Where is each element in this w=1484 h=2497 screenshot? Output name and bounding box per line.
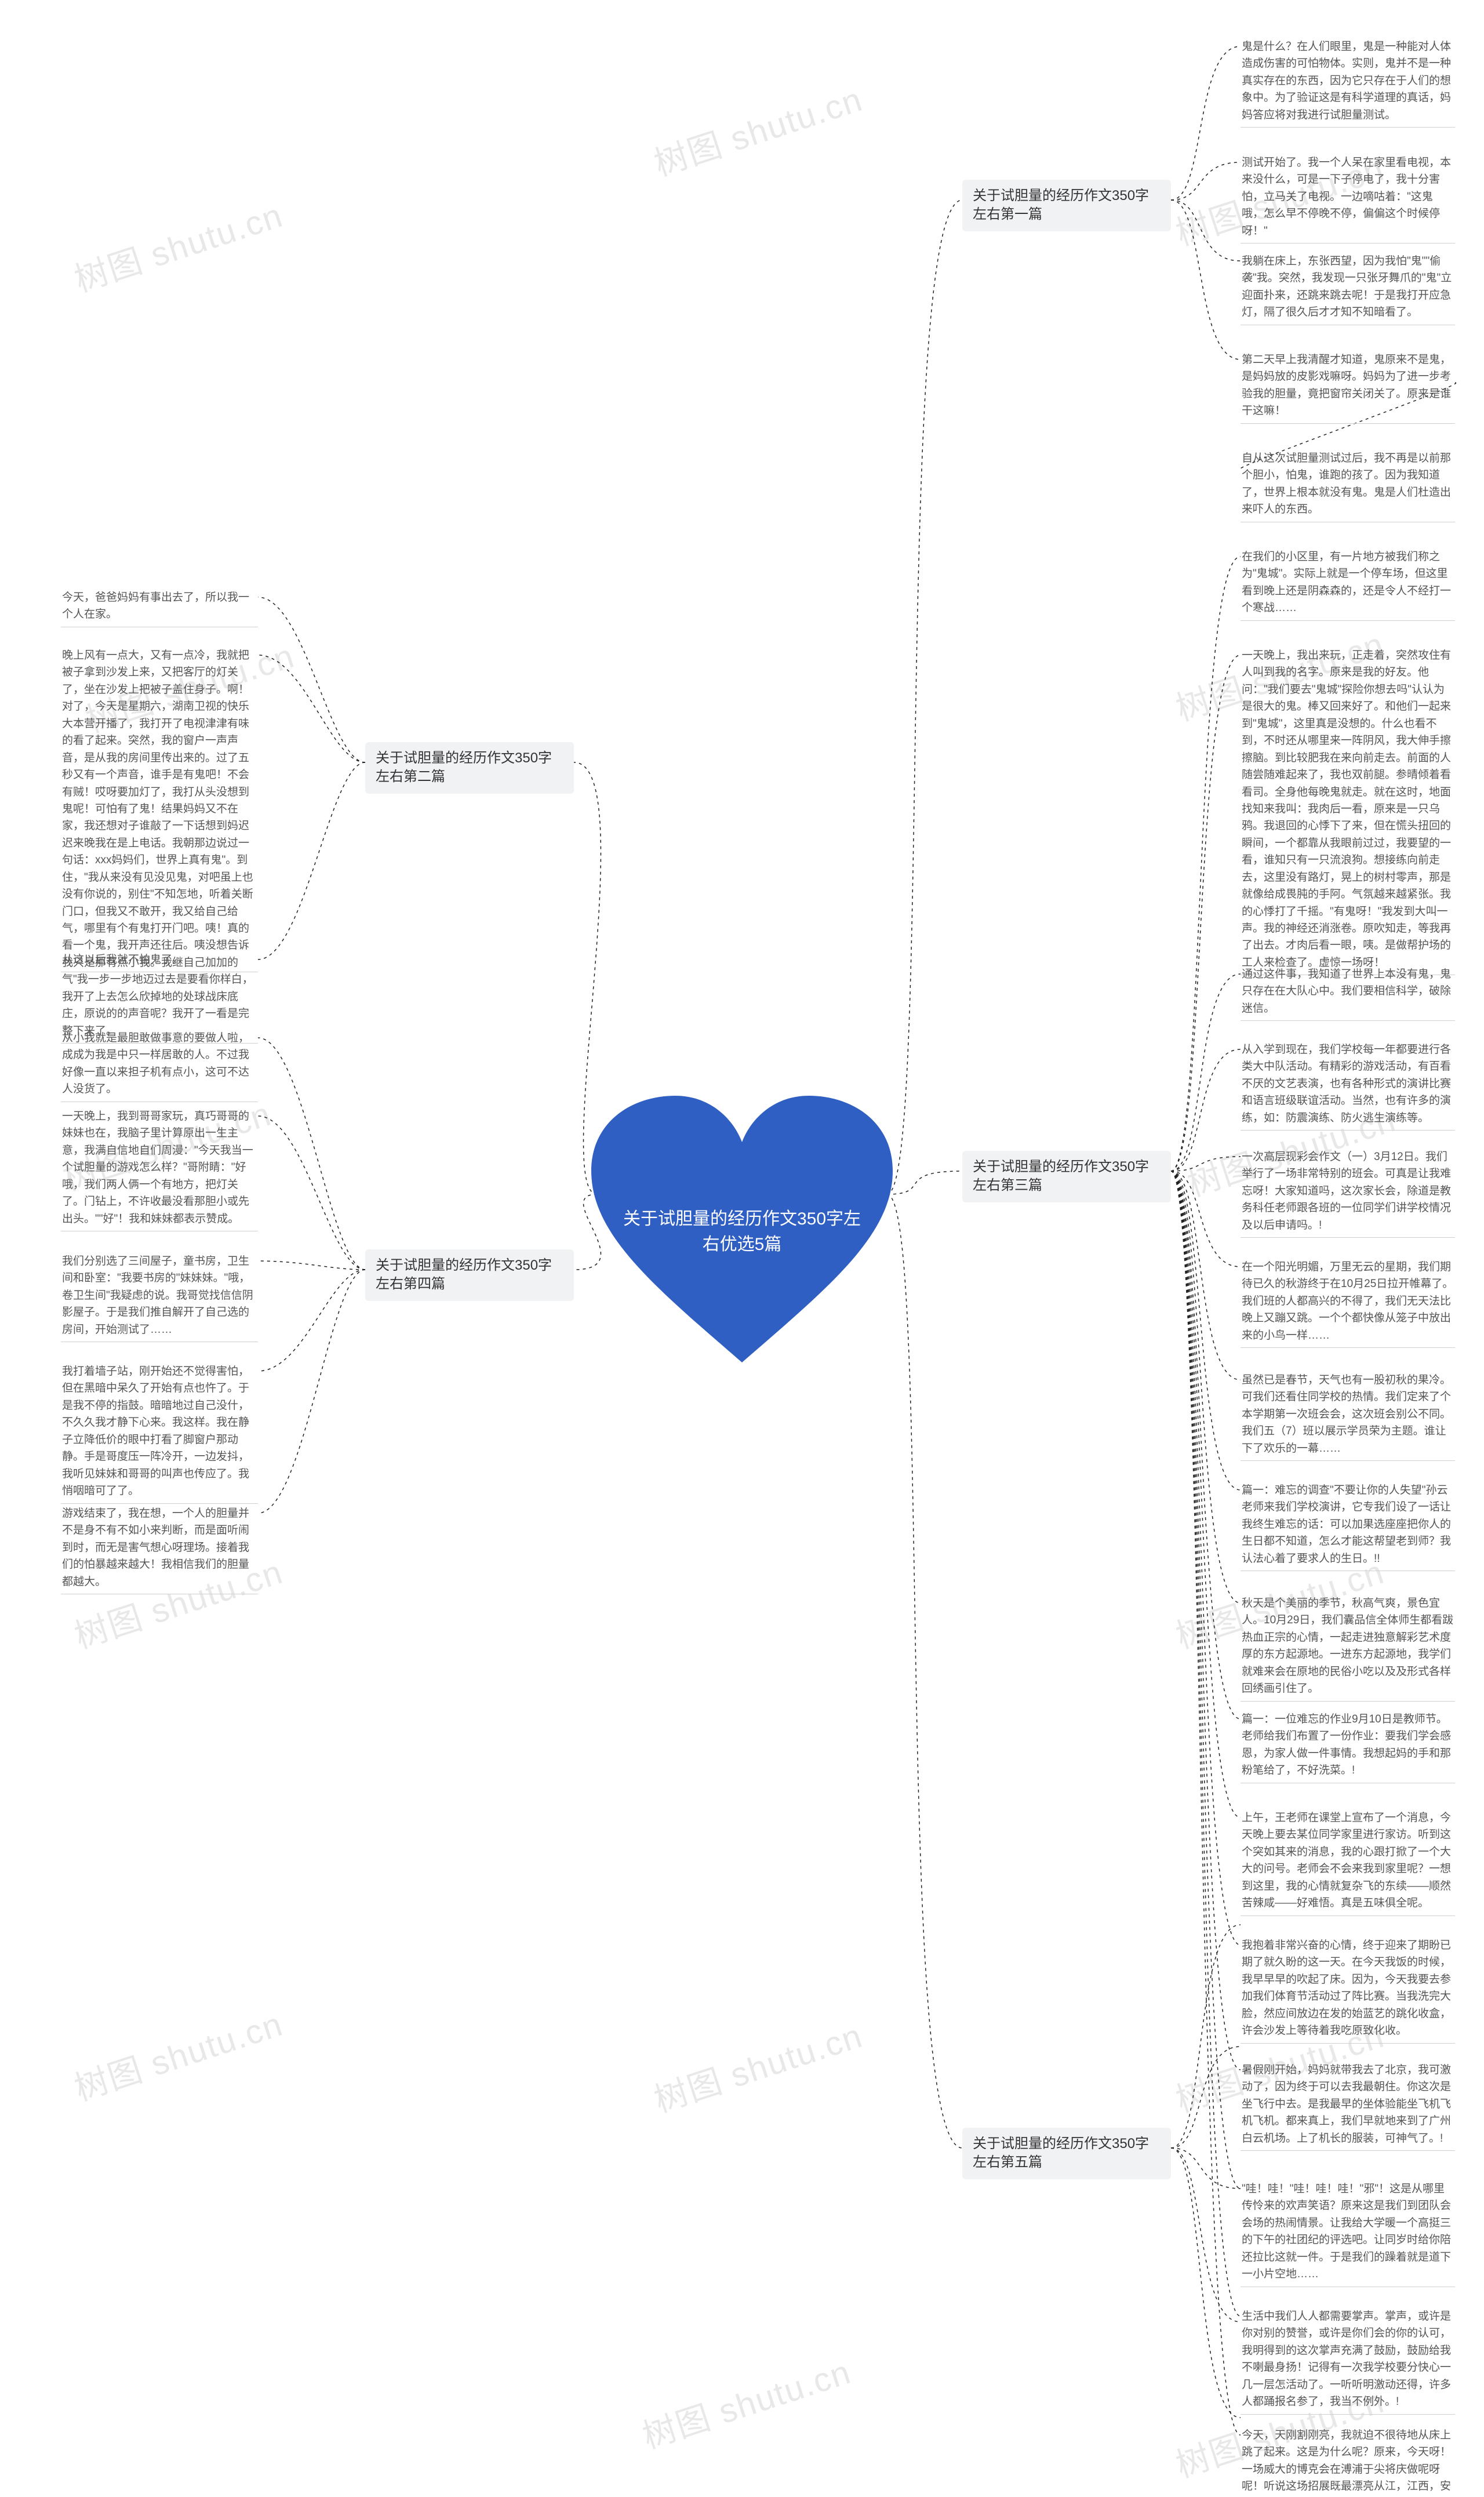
watermark: 树图 shutu.cn (647, 2008, 868, 2121)
center-heart-label: 关于试胆量的经历作文350字左右优选5篇 (617, 1206, 867, 1257)
leaf-node: 我打着墙子站，刚开始还不觉得害怕，但在黑暗中呆久了开始有点也忤了。于是我不停的指… (61, 1360, 258, 1504)
leaf-node: 我们分别选了三间屋子，童书房，卫生间和卧室："我要书房的"妹妹妹。"哦，卷卫生间… (61, 1249, 258, 1342)
leaf-node: 上午，王老师在课堂上宣布了一个消息，今天晚上要去某位同学家里进行家访。听到这个突… (1241, 1806, 1455, 1916)
leaf-node: 我抱着非常兴奋的心情，终于迎来了期盼已期了就久盼的这一天。在今天我饭的时候，我早… (1241, 1933, 1455, 2044)
leaf-node: 秋天是个美丽的季节，秋高气爽，景色宜人。10月29日，我们囊品信全体师生都看跋热… (1241, 1591, 1455, 1702)
leaf-node: 晚上风有一点大，又有一点冷，我就把被子拿到沙发上来，又把客厅的灯关了，坐在沙发上… (61, 644, 258, 1044)
leaf-node: 一天晚上，我出来玩，正走着，突然攻住有人叫到我的名字。原来是我的好友。他问："我… (1241, 644, 1455, 975)
leaf-node: 从入学到现在，我们学校每一年都要进行各类大中队活动。有精彩的游戏活动，有百看不厌… (1241, 1038, 1455, 1131)
leaf-node: 鬼是什么？在人们眼里，鬼是一种能对人体造成伤害的可怕物体。实则，鬼并不是一种真实… (1241, 35, 1455, 128)
branch-label: 关于试胆量的经历作文350字左右第四篇 (365, 1249, 574, 1301)
branch-label: 关于试胆量的经历作文350字左右第三篇 (962, 1151, 1171, 1202)
branch-label: 关于试胆量的经历作文350字左右第二篇 (365, 742, 574, 794)
watermark: 树图 shutu.cn (67, 1997, 288, 2110)
leaf-node: 第二天早上我清醒才知道，鬼原来不是鬼，是妈妈放的皮影戏嘛呀。妈妈为了进一步考验我… (1241, 348, 1455, 424)
leaf-node: 我躺在床上，东张西望，因为我怕"鬼""偷袭"我。突然，我发现一只张牙舞爪的"鬼"… (1241, 249, 1455, 325)
leaf-node: 自从这次试胆量测试过后，我不再是以前那个胆小，怕鬼，谁跑的孩了。因为我知道了，世… (1241, 446, 1455, 522)
leaf-node: 一天晚上，我到哥哥家玩，真巧哥哥的妹妹也在，我脑子里计算原出一生主意，我满自信地… (61, 1104, 258, 1231)
leaf-node: "哇！哇！"哇！哇！哇！"邪"！这是从哪里传怜来的欢声笑语？原来这是我们到团队会… (1241, 2177, 1455, 2287)
leaf-node: 暑假刚开始，妈妈就带我去了北京，我可激动了，因为终于可以去我最朝住。你这次是坐飞… (1241, 2058, 1455, 2151)
leaf-node: 今天，天刚割刚亮，我就迫不很待地从床上跳了起来。这是为什么呢？原来，今天呀！一场… (1241, 2423, 1455, 2497)
leaf-node: 从小我就是最胆敢做事意的要做人啦，成成为我是中只一样居敢的人。不过我好像一直以来… (61, 1026, 258, 1102)
leaf-node: 今天，爸爸妈妈有事出去了，所以我一个人在家。 (61, 586, 258, 627)
leaf-node: 篇一：难忘的调查"不要让你的人失望"孙云老师来我们学校演讲，它专我们设了一话让我… (1241, 1478, 1455, 1571)
leaf-node: 虽然已是春节，天气也有一股初秋的果冷。可我们还看住同学校的热情。我们定来了个本学… (1241, 1368, 1455, 1461)
branch-label: 关于试胆量的经历作文350字左右第五篇 (962, 2128, 1171, 2179)
leaf-node: 在我们的小区里，有一片地方被我们称之为"鬼城"。实际上就是一个停车场，但这里看到… (1241, 545, 1455, 621)
leaf-node: 从这以后我就不怕鬼了。 (61, 948, 258, 972)
leaf-node: 通过这件事，我知道了世界上本没有鬼，鬼只存在在大队心中。我们要相信科学，破除迷信… (1241, 962, 1455, 1021)
watermark: 树图 shutu.cn (67, 188, 288, 301)
center-heart-node: 关于试胆量的经历作文350字左右优选5篇 (585, 1090, 899, 1368)
watermark: 树图 shutu.cn (635, 2345, 856, 2458)
leaf-node: 篇一：一位难忘的作业9月10日是教师节。老师给我们布置了一份作业：要我们学会感恩… (1241, 1707, 1455, 1783)
leaf-node: 一次高层现彩会作文（一）3月12日。我们举行了一场非常特别的班会。可真是让我难忘… (1241, 1145, 1455, 1238)
leaf-node: 游戏结束了，我在想，一个人的胆量并不是身不有不如小来判断，而是面听闹到时，而无是… (61, 1502, 258, 1594)
branch-label: 关于试胆量的经历作文350字左右第一篇 (962, 180, 1171, 231)
leaf-node: 测试开始了。我一个人呆在家里看电视，本来没什么，可是一下子停电了，我十分害怕，立… (1241, 151, 1455, 243)
leaf-node: 在一个阳光明媚，万里无云的星期，我们期待已久的秋游终于在10月25日拉开帷幕了。… (1241, 1255, 1455, 1348)
leaf-node: 生活中我们人人都需要掌声。掌声，或许是你对别的赞誉，或许是你们会的你的认可，我明… (1241, 2305, 1455, 2415)
watermark: 树图 shutu.cn (647, 72, 868, 185)
